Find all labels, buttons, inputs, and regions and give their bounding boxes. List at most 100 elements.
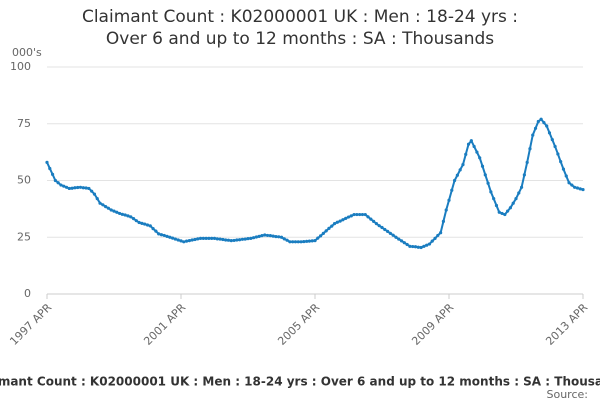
- point: [346, 215, 351, 219]
- point: [193, 237, 197, 242]
- y-tick-label: 25: [17, 230, 31, 243]
- point: [64, 185, 69, 189]
- point: [553, 144, 557, 149]
- point: [573, 185, 577, 189]
- chart-title: Claimant Count : K02000001 UK : Men : 18…: [81, 7, 519, 49]
- point: [494, 203, 499, 208]
- point: [184, 239, 189, 243]
- point: [187, 239, 191, 243]
- point: [224, 238, 228, 242]
- source: Source:: [547, 388, 589, 400]
- point: [198, 236, 203, 240]
- point: [109, 208, 113, 212]
- point: [475, 150, 479, 154]
- point: [545, 124, 549, 128]
- point: [561, 167, 566, 171]
- point: [218, 237, 222, 241]
- x-tick-label: 1997 APR: [7, 301, 54, 348]
- point: [575, 186, 580, 190]
- point: [131, 217, 136, 221]
- point: [307, 239, 312, 243]
- point: [349, 214, 353, 218]
- point: [274, 234, 278, 239]
- point: [263, 233, 267, 237]
- point: [533, 126, 538, 130]
- point: [157, 232, 161, 236]
- point: [380, 225, 384, 230]
- point: [413, 245, 418, 249]
- point: [570, 183, 574, 187]
- point: [422, 244, 426, 248]
- point: [450, 188, 454, 192]
- point: [265, 233, 270, 238]
- point: [257, 234, 261, 238]
- point: [461, 163, 465, 167]
- point: [196, 237, 200, 241]
- point: [207, 236, 211, 240]
- point: [581, 187, 585, 192]
- point: [338, 219, 342, 223]
- point: [56, 181, 60, 185]
- point: [536, 119, 540, 124]
- point: [324, 229, 328, 233]
- point: [73, 186, 77, 190]
- point: [439, 231, 443, 235]
- y-tick-label: 75: [17, 117, 31, 130]
- point: [341, 218, 345, 222]
- point: [204, 236, 208, 240]
- point: [148, 224, 152, 228]
- point: [112, 209, 116, 213]
- point: [539, 117, 543, 121]
- point: [78, 185, 83, 189]
- point: [92, 192, 97, 196]
- point: [45, 160, 49, 164]
- point: [53, 178, 57, 183]
- point: [173, 237, 178, 241]
- y-tick-label: 0: [24, 287, 31, 300]
- point: [464, 152, 468, 156]
- point: [503, 212, 507, 217]
- point: [372, 219, 376, 223]
- point: [564, 174, 568, 178]
- point: [90, 189, 94, 193]
- point: [260, 234, 264, 238]
- point: [115, 210, 119, 214]
- point: [458, 168, 462, 172]
- point: [117, 211, 122, 216]
- point: [137, 220, 141, 225]
- x-tick-label: 2009 APR: [409, 301, 456, 348]
- point: [145, 223, 150, 227]
- point: [246, 237, 250, 241]
- point: [277, 235, 281, 239]
- point: [469, 139, 473, 143]
- point: [556, 152, 560, 156]
- point: [399, 239, 404, 243]
- point: [321, 231, 325, 235]
- point: [416, 245, 420, 249]
- point: [129, 215, 133, 219]
- point: [355, 212, 359, 217]
- point: [151, 227, 155, 231]
- point: [87, 186, 91, 191]
- point: [360, 212, 365, 217]
- point: [483, 173, 487, 177]
- point: [547, 131, 552, 135]
- point: [140, 221, 144, 226]
- point: [366, 215, 370, 219]
- point: [249, 236, 253, 240]
- point: [50, 172, 55, 176]
- point: [391, 233, 395, 237]
- point: [143, 222, 147, 226]
- point: [318, 234, 323, 238]
- x-tick-label: 2013 APR: [543, 301, 590, 348]
- point: [358, 212, 362, 217]
- point: [67, 186, 71, 191]
- y-axis-label: 000's: [12, 46, 42, 59]
- point: [447, 198, 451, 202]
- point: [226, 238, 231, 242]
- point: [271, 234, 275, 238]
- point: [279, 235, 284, 239]
- point: [165, 234, 169, 238]
- point: [397, 237, 401, 241]
